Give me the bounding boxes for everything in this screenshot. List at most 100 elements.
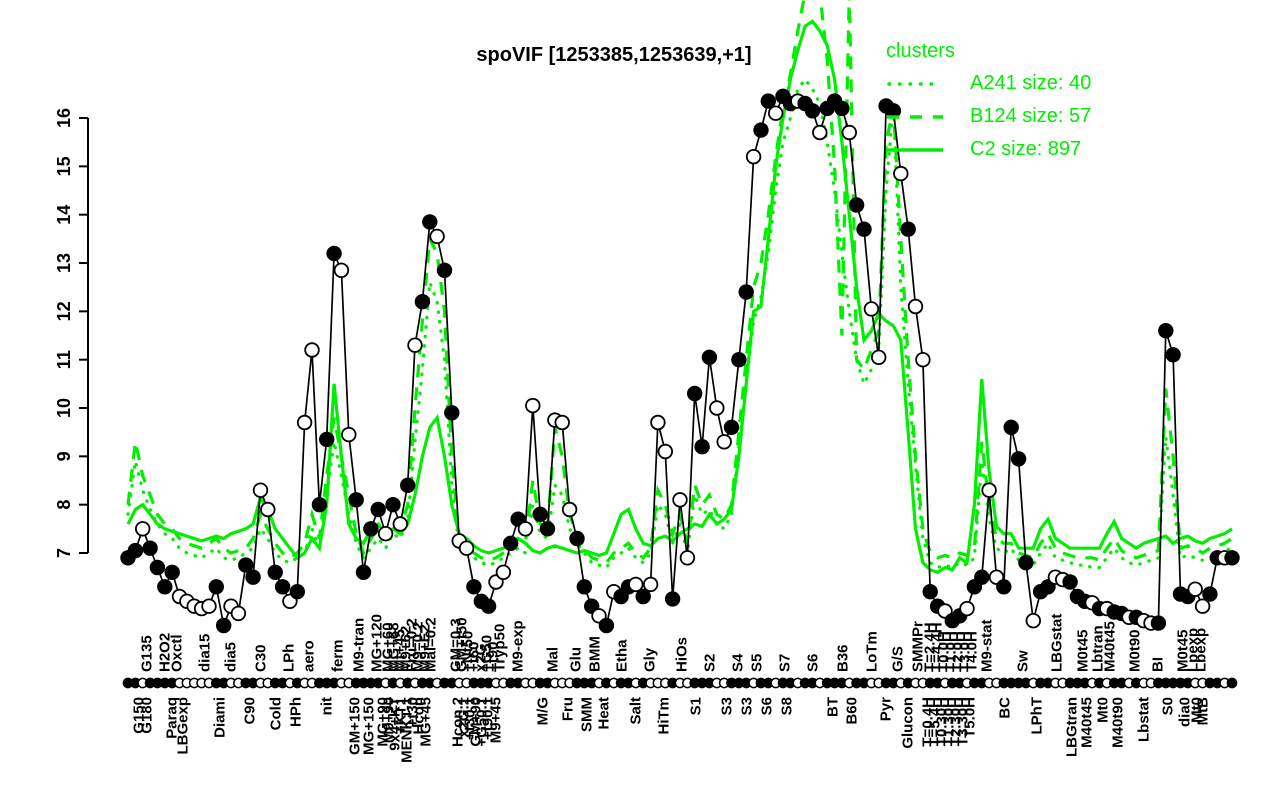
condition-label: MENKT-1 [399, 697, 416, 763]
data-point [1150, 615, 1167, 631]
condition-label: BC [997, 697, 1014, 719]
data-point [1165, 347, 1181, 363]
condition-label: MG+45 [418, 697, 435, 747]
condition-label: BMM [587, 636, 604, 672]
condition-label: Hcon [411, 697, 428, 735]
condition-label: M40t45 [1102, 621, 1119, 672]
y-tick-label: 12 [54, 301, 74, 321]
condition-label: BT [825, 697, 842, 717]
condition-label: Glucon [900, 697, 917, 749]
condition-label: M9+90 [381, 697, 398, 743]
data-point [1187, 581, 1203, 597]
condition-label: Lpexp [1185, 628, 1202, 672]
condition-label: x2G [473, 644, 490, 672]
condition-label: SMMPr [910, 621, 927, 672]
data-point [1224, 550, 1240, 566]
data-point [319, 431, 335, 448]
data-point [245, 569, 261, 585]
condition-label: Mal [545, 647, 562, 672]
condition-label: Lbstat [1136, 697, 1153, 742]
condition-label: M0t45 [1075, 629, 1092, 672]
data-point [834, 100, 850, 117]
data-point [355, 564, 372, 581]
data-point [804, 103, 821, 119]
data-point [311, 497, 328, 513]
condition-label: S8 [779, 697, 796, 715]
condition-label: T=4.4H [929, 622, 946, 672]
data-point [230, 605, 247, 622]
condition-label: B60 [844, 697, 861, 725]
data-point [1003, 419, 1019, 436]
condition-label: S6 [759, 697, 776, 715]
data-point [517, 521, 534, 537]
condition-label: Glu [568, 647, 585, 672]
condition-label: MG+150 [361, 697, 378, 755]
gene-markers [120, 88, 1240, 634]
condition-label: M9+E2 [417, 624, 434, 672]
condition-label: M9+62 [398, 626, 415, 672]
data-point [657, 443, 674, 460]
condition-label: S7 [777, 654, 794, 672]
condition-label: M9=0.2 [410, 622, 427, 672]
data-point [525, 397, 541, 414]
rug-point [1226, 677, 1238, 689]
y-tick-label: 10 [54, 398, 74, 418]
data-point [436, 262, 453, 279]
condition-label: Etha [614, 639, 631, 672]
data-point [907, 298, 924, 315]
condition-label: +t90 [485, 642, 502, 672]
condition-label: Salt [628, 697, 645, 725]
condition-label: M0t90 [1127, 629, 1144, 672]
condition-label: +KT1 [393, 697, 410, 734]
data-point [1062, 574, 1078, 590]
data-point [701, 349, 718, 366]
data-point [650, 414, 666, 431]
condition-label: T4.0H [964, 631, 981, 672]
condition-label: S1 [688, 697, 705, 715]
data-point [260, 501, 276, 518]
data-point [664, 591, 681, 607]
condition-label: T=5.4H [927, 697, 944, 747]
data-point [333, 262, 350, 279]
condition-label: GM=0.3 [448, 618, 465, 672]
condition-label: Mt0 [1095, 697, 1112, 723]
condition-label: aero [301, 640, 318, 672]
data-point [672, 492, 688, 508]
condition-label: G/S [890, 646, 907, 672]
data-point [841, 124, 858, 141]
condition-label: MG+60 [380, 622, 397, 672]
condition-label: Hcon.2 [450, 697, 467, 747]
data-point [1194, 598, 1211, 614]
data-point [1010, 451, 1027, 467]
data-point [709, 400, 725, 416]
condition-label: LPh [281, 644, 298, 672]
condition-label: Fru [560, 697, 577, 721]
condition-label: Cold [268, 697, 285, 730]
data-point [753, 122, 769, 138]
data-point [503, 535, 519, 552]
data-point [127, 542, 144, 559]
data-point [304, 342, 320, 358]
condition-label: HiTm [656, 697, 673, 735]
data-point [687, 385, 703, 402]
condition-label: T1.30H [941, 697, 958, 746]
data-point [694, 439, 710, 455]
condition-label: nit [319, 697, 336, 715]
condition-label: S0 [1160, 697, 1177, 715]
condition-label: T3.0H [957, 631, 974, 672]
data-point [679, 550, 696, 566]
condition-label: S6 [805, 654, 822, 672]
data-point [635, 588, 651, 605]
condition-label: S3 [739, 697, 756, 715]
data-point [157, 579, 173, 595]
data-point [745, 148, 762, 165]
legend-item-c2: C2 size: 897 [886, 133, 1091, 166]
data-point [134, 521, 151, 537]
y-tick-label: 7 [54, 548, 74, 558]
data-point [215, 617, 232, 634]
legend-title: clusters [886, 40, 955, 62]
condition-label: Fru=0.2 [404, 618, 421, 672]
condition-label: M40t90 [1110, 697, 1127, 748]
